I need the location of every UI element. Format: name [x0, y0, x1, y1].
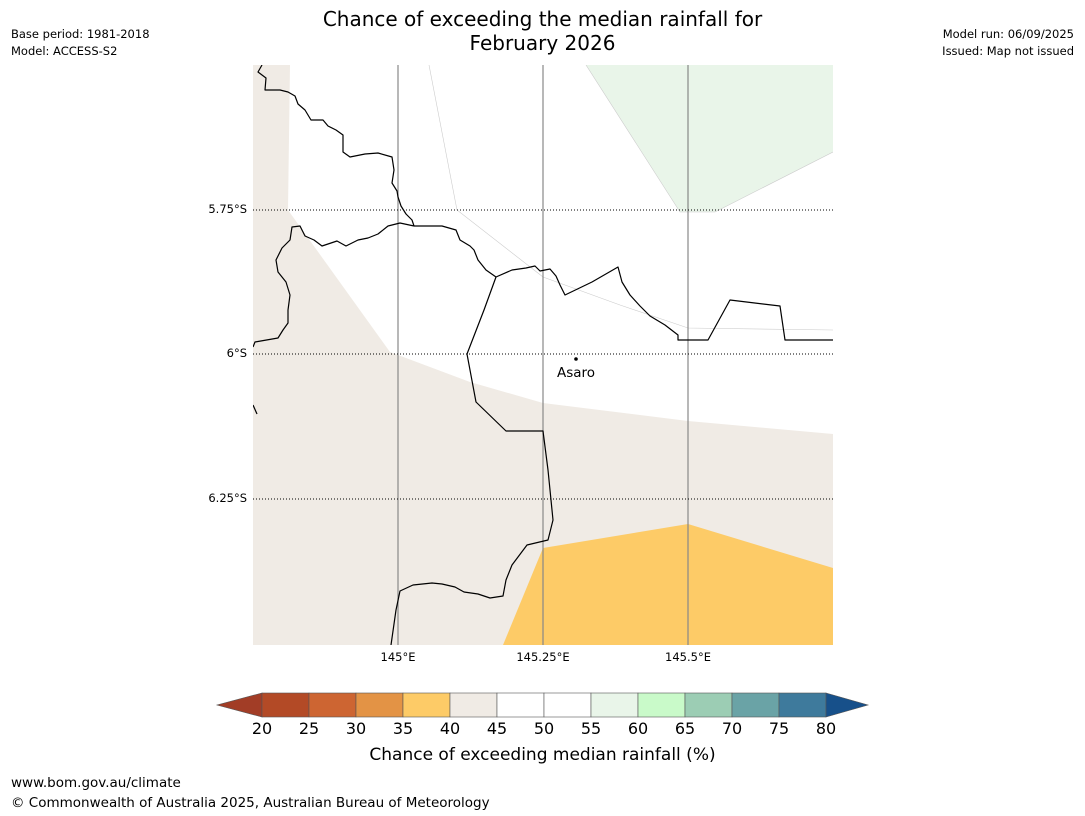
lat-tick-2: 6°S — [226, 346, 247, 360]
colorbar-swatch — [261, 692, 310, 718]
colorbar-swatch — [543, 692, 592, 718]
title-line-2: February 2026 — [469, 31, 616, 55]
colorbar-swatch — [778, 692, 827, 718]
colorbar-swatch — [402, 692, 451, 718]
colorbar-tick-label: 40 — [439, 719, 461, 738]
colorbar-swatch — [496, 692, 545, 718]
region-35-40 — [503, 524, 833, 645]
lat-tick-1: 5.75°S — [208, 202, 247, 216]
footer-copyright: © Commonwealth of Australia 2025, Austra… — [11, 795, 490, 811]
colorbar-tick-label: 25 — [298, 719, 320, 738]
lon-tick-3: 145.5°E — [665, 650, 711, 664]
colorbar-tick-label: 50 — [533, 719, 555, 738]
colorbar-tick-label: 45 — [486, 719, 508, 738]
colorbar-tick-label: 65 — [674, 719, 696, 738]
base-period: Base period: 1981-2018 — [11, 27, 150, 41]
colorbar-label: Chance of exceeding median rainfall (%) — [369, 745, 716, 765]
meta-left: Base period: 1981-2018 Model: ACCESS-S2 — [11, 26, 150, 60]
colorbar-swatch — [308, 692, 357, 718]
colorbar-swatch — [355, 692, 404, 718]
lon-tick-1: 145°E — [380, 650, 416, 664]
colorbar-swatch — [637, 692, 686, 718]
colorbar-tick-label: 35 — [392, 719, 414, 738]
colorbar-swatches — [215, 692, 870, 718]
colorbar-tick-label: 20 — [251, 719, 273, 738]
model-name: Model: ACCESS-S2 — [11, 44, 118, 58]
town-label: Asaro — [557, 365, 596, 381]
colorbar-tick-label: 55 — [580, 719, 602, 738]
model-run: Model run: 06/09/2025 — [942, 27, 1074, 41]
lat-tick-3: 6.25°S — [208, 491, 247, 505]
colorbar-tick-label: 60 — [627, 719, 649, 738]
map-title: Chance of exceeding the median rainfall … — [0, 7, 1085, 55]
map-layers — [253, 65, 833, 645]
colorbar-swatch — [684, 692, 733, 718]
colorbar-extend-high — [825, 692, 870, 718]
province-boundaries — [253, 65, 833, 645]
title-line-1: Chance of exceeding the median rainfall … — [322, 7, 763, 31]
colorbar-swatch — [731, 692, 780, 718]
colorbar-tick-label: 30 — [345, 719, 367, 738]
footer-website[interactable]: www.bom.gov.au/climate — [11, 775, 181, 791]
meta-right: Model run: 06/09/2025 Issued: Map not is… — [942, 26, 1074, 60]
issued-status: Issued: Map not issued — [942, 44, 1074, 58]
town-marker — [574, 357, 578, 361]
meridians — [397, 65, 689, 645]
lon-tick-2: 145.25°E — [516, 650, 570, 664]
colorbar-extend-low — [215, 692, 263, 718]
colorbar-swatch — [590, 692, 639, 718]
region-55-60 — [586, 65, 833, 212]
colorbar-swatch — [449, 692, 498, 718]
parallels — [253, 209, 833, 500]
contour-lines — [428, 65, 833, 331]
colorbar-tick-label: 80 — [815, 719, 837, 738]
colorbar-tick-label: 75 — [768, 719, 790, 738]
colorbar-tick-label: 70 — [721, 719, 743, 738]
